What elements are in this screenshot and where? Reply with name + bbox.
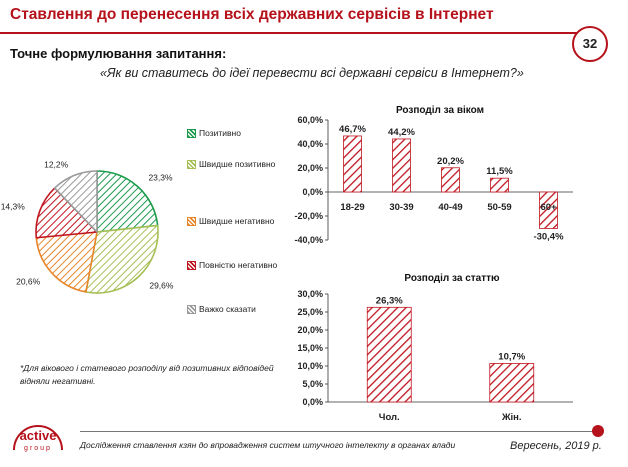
bar [366,306,412,403]
bar-value-label: 46,7% [339,124,366,135]
y-tick-label: 0,0% [302,397,323,407]
bar-value-label: 10,7% [498,351,525,362]
legend-swatch [187,305,196,314]
bar-value-label: 44,2% [388,127,415,138]
y-tick-label: 25,0% [297,307,323,317]
footer-divider [80,431,600,432]
pie-value-label: 12,2% [44,159,69,169]
y-tick-label: 10,0% [297,361,323,371]
title-underline [0,32,582,34]
page-title: Ставлення до перенесення всіх державних … [10,6,494,23]
legend-swatch [187,261,196,270]
logo-text-bottom: group [24,445,52,452]
x-tick-label: 30-39 [389,202,413,213]
pie-slice [53,170,98,233]
bar [539,191,558,229]
bar-value-label: 20,2% [437,156,464,167]
y-tick-label: 20,0% [297,325,323,335]
sex-bar-chart: Розподіл за статтю 30,0% 25,0% 20,0% 15,0% 10… [297,273,573,423]
x-tick-label: 40-49 [438,202,462,213]
question-label: Точне формулювання запитання: [10,46,227,61]
legend-label: Позитивно [199,128,241,138]
chart-title: Розподіл за віком [396,105,484,116]
y-tick-label: 40,0% [297,139,323,149]
legend-label: Швидше негативно [199,216,275,226]
legend-label: Швидше позитивно [199,159,276,169]
logo-text-top: active [20,428,57,443]
pie-slice [96,170,159,233]
legend-label: Повністю негативно [199,260,278,270]
question-text: «Як ви ставитесь до ідеї перевести всі д… [100,66,524,80]
bar [489,363,535,403]
bar-value-label: -30,4% [533,231,564,242]
y-tick-label: 5,0% [302,379,323,389]
y-tick-label: -40,0% [294,235,323,245]
y-tick-label: 30,0% [297,289,323,299]
bar [490,177,509,193]
chart-title: Розподіл за статтю [404,273,500,284]
bar [441,167,460,193]
pie-legend: Позитивно Швидше позитивно Швидше негативн… [187,128,287,328]
bar [343,135,362,193]
pie-slice [35,187,98,239]
legend-label: Важко сказати [199,304,256,314]
x-tick-label: Жін. [501,412,522,423]
y-tick-label: 0,0% [302,187,323,197]
legend-swatch [187,129,196,138]
legend-item: Швидше позитивно [187,159,287,189]
y-tick-label: -20,0% [294,211,323,221]
pie-chart: 23,3% 29,6% 20,6% 14,3% 12,2% [1,159,174,294]
legend-swatch [187,160,196,169]
company-logo: active group [6,410,70,462]
pie-slice [35,231,98,293]
x-tick-label: 60+ [540,202,557,213]
pie-value-label: 29,6% [149,281,174,291]
legend-swatch [187,217,196,226]
legend-item: Повністю негативно [187,260,287,290]
x-tick-label: 18-29 [340,202,364,213]
footer-text: Дослідження ставлення кзян до впроваджен… [80,440,456,450]
bar-value-label: 26,3% [376,295,403,306]
pie-value-label: 23,3% [148,173,173,183]
pie-value-label: 14,3% [1,202,26,212]
legend-item: Важко сказати [187,304,287,334]
y-tick-label: 15,0% [297,343,323,353]
x-tick-label: 50-59 [487,202,511,213]
footer-dot [592,425,604,437]
pie-value-label: 20,6% [16,276,41,286]
footnote: *Для вікового і статевого розподілу від … [20,363,274,386]
legend-item: Позитивно [187,128,287,158]
legend-item: Швидше негативно [187,216,287,246]
bar [392,138,411,193]
y-tick-label: 20,0% [297,163,323,173]
page-number: 32 [572,26,608,62]
bar-value-label: 11,5% [486,166,513,177]
pie-slice [85,224,159,294]
age-bar-chart: Розподіл за віком 60,0% 40,0% 20,0% 0,0% -20,… [294,105,573,245]
y-tick-label: 60,0% [297,115,323,125]
footer-date: Вересень, 2019 р. [510,440,602,452]
x-tick-label: Чол. [379,412,400,423]
